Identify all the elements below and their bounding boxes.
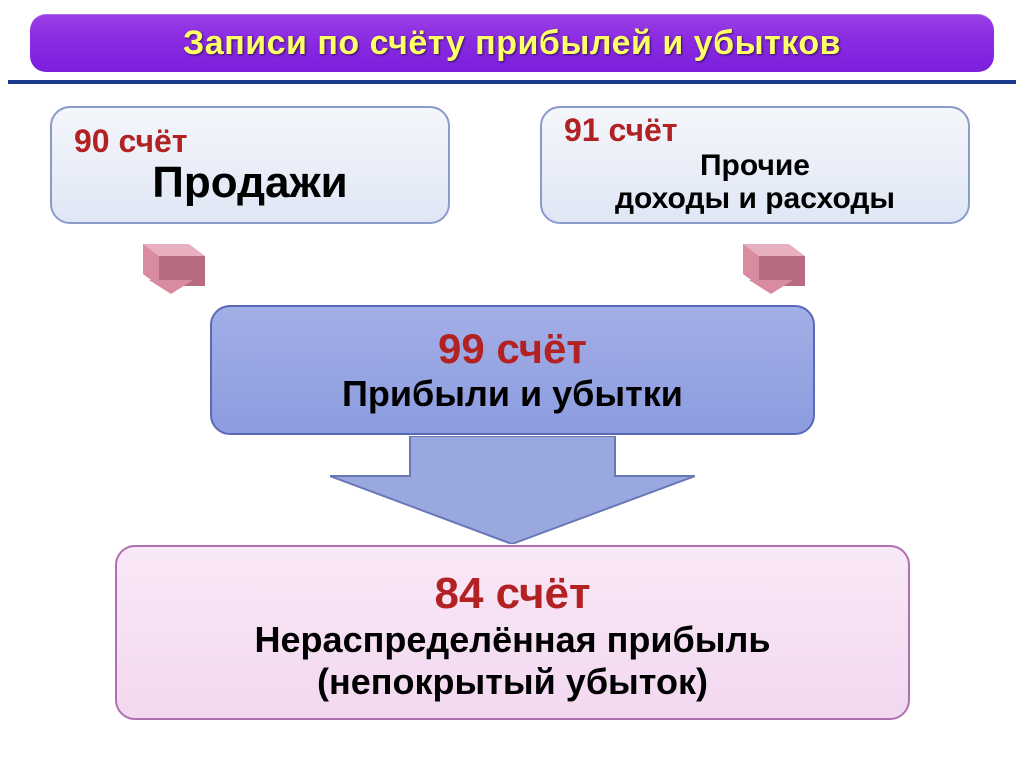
account-desc-99: Прибыли и убытки <box>342 373 683 415</box>
arrow-down-icon <box>735 238 811 294</box>
title-bar: Записи по счёту прибылей и убытков <box>30 14 994 72</box>
node-84: 84 счёт Нераспределённая прибыль (непокр… <box>115 545 910 720</box>
divider <box>8 80 1016 84</box>
node-99: 99 счёт Прибыли и убытки <box>210 305 815 435</box>
account-label-99: 99 счёт <box>438 325 587 373</box>
account-desc-91: Прочие доходы и расходы <box>615 149 895 215</box>
arrow-down-icon <box>135 238 211 294</box>
account-label-91: 91 счёт <box>564 112 678 149</box>
account-label-84: 84 счёт <box>434 569 590 619</box>
node-91: 91 счёт Прочие доходы и расходы <box>540 106 970 224</box>
arrow-down-large-icon <box>330 436 695 544</box>
page-title: Записи по счёту прибылей и убытков <box>183 24 841 63</box>
account-desc-90: Продажи <box>152 158 347 208</box>
account-label-90: 90 счёт <box>74 123 188 160</box>
node-90: 90 счёт Продажи <box>50 106 450 224</box>
account-desc-84: Нераспределённая прибыль (непокрытый убы… <box>255 619 771 702</box>
